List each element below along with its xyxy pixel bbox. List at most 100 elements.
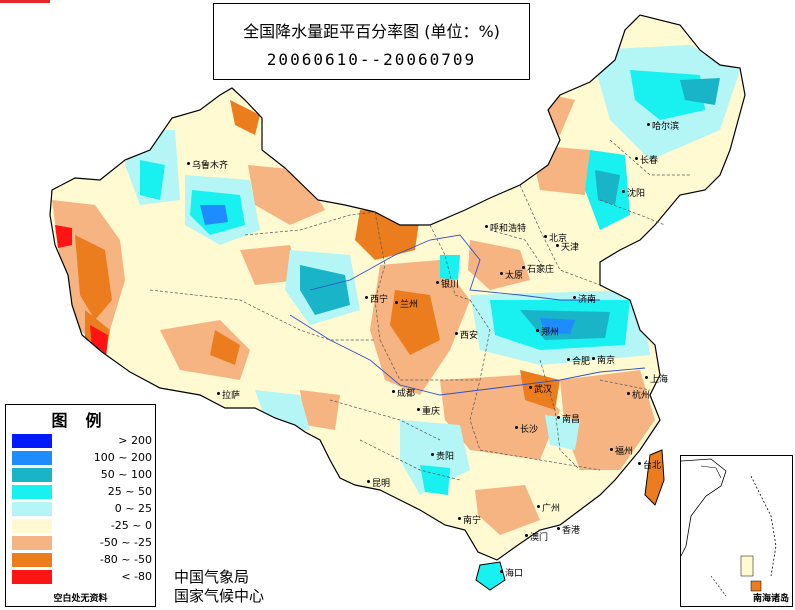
- inset-label: 南海诸岛: [752, 594, 789, 604]
- legend-note: 空白处无资料: [53, 594, 108, 604]
- legend-item: > 200: [12, 433, 152, 449]
- legend-item: 25 ~ 50: [12, 484, 152, 500]
- country-border: [49, 14, 746, 561]
- map-title: 全国降水量距平百分率图 (单位：%): [243, 22, 500, 41]
- city-marker: [217, 392, 220, 395]
- city-label: 昆明: [372, 479, 391, 489]
- hainan-island: [475, 561, 506, 591]
- city-marker: [458, 517, 461, 520]
- city-marker: [436, 281, 439, 284]
- city-marker: [485, 225, 488, 228]
- legend-swatch: [12, 451, 52, 465]
- city-marker: [544, 235, 547, 238]
- city-marker: [573, 296, 576, 299]
- city-marker: [536, 329, 539, 332]
- legend-item: 100 ~ 200: [12, 450, 152, 466]
- city-marker: [567, 358, 570, 361]
- legend-item: -25 ~ 0: [12, 518, 152, 534]
- legend-swatch: [12, 468, 52, 482]
- legend-item: -50 ~ -25: [12, 535, 152, 551]
- city-marker: [417, 408, 420, 411]
- city-label: 郑州: [541, 328, 560, 338]
- inset-map: [680, 458, 777, 597]
- city-label: 西宁: [370, 295, 389, 305]
- city-marker: [395, 301, 398, 304]
- city-label: 福州: [615, 447, 634, 457]
- city-marker: [622, 190, 625, 193]
- city-label: 南昌: [562, 415, 581, 425]
- city-label: 杭州: [632, 391, 651, 401]
- legend-label: 100 ~ 200: [93, 451, 152, 464]
- city-label: 广州: [542, 504, 561, 514]
- city-label: 长春: [640, 156, 659, 166]
- city-marker: [592, 357, 595, 360]
- city-marker: [500, 570, 503, 573]
- legend-title: 图例: [51, 411, 120, 430]
- city-marker: [392, 390, 395, 393]
- date-range: 20060610--20060709: [266, 50, 477, 69]
- city-label: 合肥: [572, 357, 591, 367]
- city-label: 澳门: [530, 533, 549, 543]
- city-marker: [365, 296, 368, 299]
- city-label: 呼和浩特: [490, 224, 527, 234]
- city-marker: [187, 162, 190, 165]
- city-label: 兰州: [400, 300, 419, 310]
- city-label: 贵阳: [436, 452, 455, 462]
- city-marker: [557, 416, 560, 419]
- taiwan-island: [644, 449, 665, 506]
- city-label: 天津: [561, 243, 580, 253]
- city-marker: [627, 392, 630, 395]
- legend-swatch: [12, 485, 52, 499]
- legend-swatch: [12, 536, 52, 550]
- legend-label: -25 ~ 0: [110, 519, 152, 532]
- legend-swatch: [12, 502, 52, 516]
- city-marker: [522, 266, 525, 269]
- city-marker: [529, 386, 532, 389]
- city-marker: [638, 462, 641, 465]
- city-label: 西安: [460, 331, 479, 341]
- city-marker: [647, 123, 650, 126]
- city-label: 拉萨: [222, 391, 241, 401]
- city-label: 石家庄: [527, 265, 555, 275]
- legend: 图例 > 200 100 ~ 200 50 ~ 100 25 ~ 50 0 ~ 25 -2…: [5, 404, 156, 607]
- legend-label: -50 ~ -25: [99, 536, 152, 549]
- city-label: 重庆: [422, 407, 441, 417]
- city-marker: [525, 534, 528, 537]
- city-marker: [635, 157, 638, 160]
- legend-swatch: [12, 553, 52, 567]
- city-label: 哈尔滨: [652, 122, 680, 132]
- source-line-2: 国家气候中心: [174, 587, 265, 605]
- legend-item: -80 ~ -50: [12, 552, 152, 568]
- south-china-sea-inset: 南海诸岛: [680, 455, 793, 607]
- city-label: 济南: [578, 295, 597, 305]
- rivers: [289, 234, 646, 396]
- legend-label: 0 ~ 25: [114, 502, 152, 515]
- province-borders: [149, 139, 690, 481]
- city-marker: [556, 244, 559, 247]
- city-marker: [367, 480, 370, 483]
- city-label: 成都: [397, 389, 416, 399]
- legend-swatch: [12, 434, 52, 448]
- city-marker: [431, 453, 434, 456]
- legend-label: -80 ~ -50: [99, 553, 152, 566]
- city-label: 台北: [643, 461, 662, 471]
- city-marker: [500, 272, 503, 275]
- legend-label: > 200: [118, 434, 152, 447]
- legend-swatch: [12, 570, 52, 584]
- city-marker: [537, 505, 540, 508]
- legend-item: 0 ~ 25: [12, 501, 152, 517]
- city-marker: [455, 332, 458, 335]
- legend-swatch: [12, 519, 52, 533]
- city-label: 乌鲁木齐: [192, 161, 229, 171]
- legend-label: < -80: [121, 570, 152, 583]
- source-line-1: 中国气象局: [174, 568, 250, 586]
- city-marker: [557, 527, 560, 530]
- legend-label: 50 ~ 100: [100, 468, 152, 481]
- title-box: 全国降水量距平百分率图 (单位：%) 20060610--20060709: [213, 3, 530, 80]
- city-label: 上海: [650, 375, 669, 385]
- legend-item: 50 ~ 100: [12, 467, 152, 483]
- legend-item: < -80: [12, 569, 152, 585]
- city-label: 南宁: [463, 516, 482, 526]
- legend-label: 25 ~ 50: [107, 485, 152, 498]
